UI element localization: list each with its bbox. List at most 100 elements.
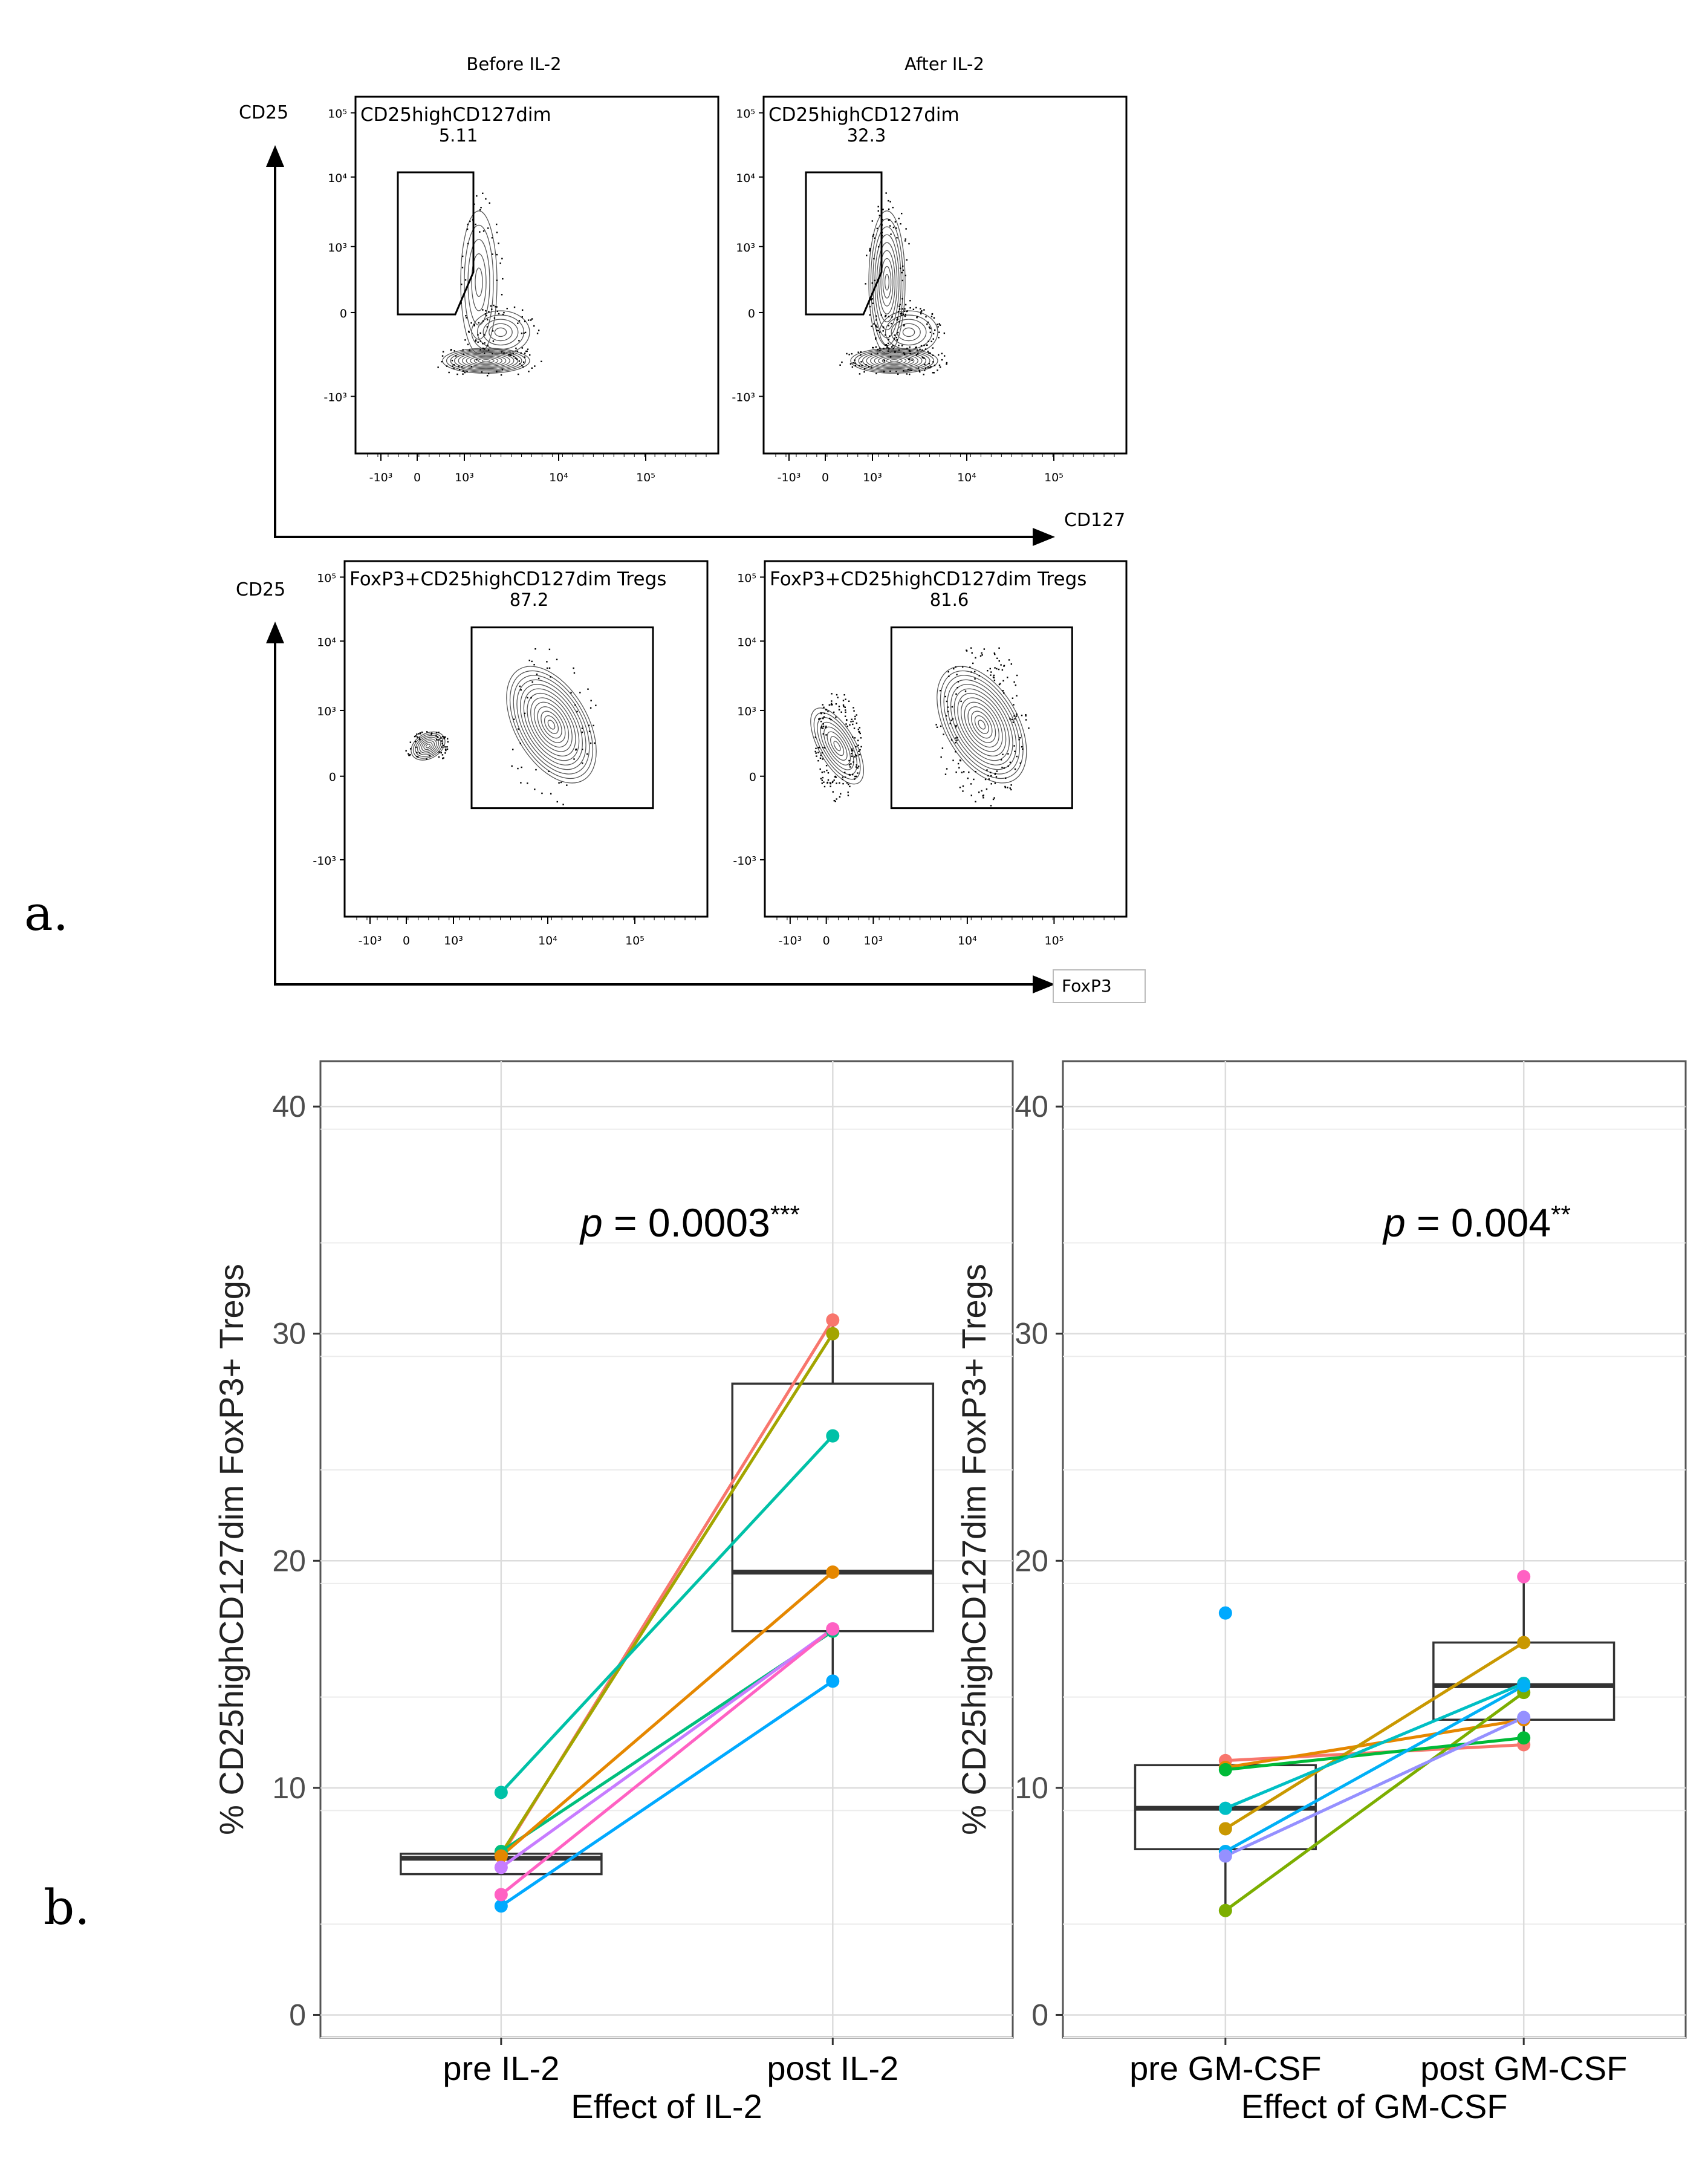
data-point-s7 — [494, 1861, 508, 1874]
flow-event-dot — [518, 360, 521, 362]
flow-contour — [423, 742, 433, 750]
flow-event-dot — [857, 729, 860, 730]
flow-event-dot — [467, 242, 469, 245]
flow-event-dot — [492, 330, 494, 332]
flow-event-dot — [884, 344, 886, 346]
flow-event-dot — [501, 258, 503, 259]
flow-event-dot — [920, 308, 921, 310]
flow-event-dot — [1001, 767, 1003, 769]
flow-event-dot — [821, 752, 823, 754]
flow-plot-frame — [762, 96, 1128, 455]
flow-contour — [868, 210, 906, 354]
flow-event-dot — [857, 772, 859, 774]
flow-event-dot — [849, 785, 851, 787]
flow-event-dot — [524, 320, 526, 322]
flow-event-dot — [1016, 755, 1018, 758]
flow-event-dot — [1021, 714, 1023, 717]
flow-event-dot — [1013, 715, 1015, 717]
flow-event-dot — [550, 676, 551, 678]
flow-event-dot — [414, 735, 416, 738]
flow-event-dot — [953, 668, 955, 670]
flow-event-dot — [878, 246, 880, 248]
flow-event-dot — [949, 723, 951, 724]
flow-event-dot — [829, 717, 831, 720]
flow-event-dot — [847, 791, 849, 793]
flow-event-dot — [518, 728, 519, 730]
flow-event-dot — [524, 712, 526, 715]
flow-event-dot — [441, 740, 443, 742]
flow-x-tick-label: 10³ — [864, 934, 883, 947]
flow-event-dot — [1009, 761, 1012, 764]
flow-event-dot — [845, 709, 846, 711]
p-value-text: = 0.0003 — [603, 1200, 770, 1245]
flow-contour — [940, 670, 1024, 779]
flow-event-dot — [534, 788, 536, 790]
flow-event-dot — [854, 737, 856, 739]
flow-x-tick-label: -10³ — [369, 471, 393, 484]
flow-event-dot — [484, 348, 486, 350]
flow-event-dot — [957, 681, 960, 683]
flow-event-dot — [482, 309, 484, 311]
flow-event-dot — [493, 304, 495, 307]
flow-contour — [419, 738, 437, 754]
flow-y-tick-label: 10⁴ — [736, 172, 755, 185]
flow-event-dot — [863, 368, 866, 370]
flow-event-dot — [479, 231, 481, 233]
flow-event-dot — [842, 700, 845, 701]
flow-event-dot — [871, 353, 872, 355]
flow-event-dot — [487, 349, 490, 351]
flow-event-dot — [451, 360, 453, 362]
flow-event-dot — [492, 353, 493, 355]
flow-event-dot — [464, 279, 467, 281]
flow-event-dot — [518, 373, 519, 375]
flow-event-dot — [579, 692, 581, 694]
flow-event-dot — [1009, 718, 1011, 720]
flow-gate-value: 32.3 — [847, 125, 886, 146]
flow-event-dot — [409, 748, 412, 750]
flow-event-dot — [912, 308, 915, 310]
flow-event-dot — [955, 737, 957, 739]
flow-event-dot — [1015, 684, 1017, 686]
flow-event-dot — [820, 720, 822, 723]
flow-event-dot — [987, 775, 989, 777]
flow-event-dot — [833, 799, 835, 802]
flow-event-dot — [524, 356, 526, 358]
flow-event-dot — [904, 275, 906, 276]
flow-event-dot — [502, 313, 504, 316]
flow-event-dot — [517, 767, 519, 770]
flow-event-dot — [902, 313, 904, 316]
data-point-s3 — [1218, 1822, 1232, 1836]
flow-event-dot — [548, 648, 551, 651]
flow-event-dot — [492, 340, 495, 342]
flow-event-dot — [958, 767, 960, 769]
flow-contour — [476, 314, 525, 350]
flow-event-dot — [845, 719, 848, 721]
flow-event-dot — [831, 700, 833, 702]
flow-event-dot — [510, 354, 512, 357]
flow-contour — [467, 239, 490, 326]
flow-contour — [421, 740, 435, 752]
flow-contour — [481, 359, 491, 363]
flow-event-dot — [850, 763, 852, 765]
data-point-s6 — [494, 1899, 508, 1913]
flow-event-dot — [860, 354, 862, 356]
flow-event-dot — [908, 358, 910, 360]
flow-contour — [530, 697, 573, 752]
flow-event-dot — [887, 342, 889, 345]
flow-event-dot — [473, 325, 475, 327]
flow-event-dot — [1010, 784, 1012, 786]
flow-contour — [937, 666, 1027, 784]
flow-event-dot — [888, 316, 890, 317]
flow-event-dot — [823, 781, 825, 783]
flow-event-dot — [920, 313, 922, 315]
flow-event-dot — [875, 324, 877, 327]
flow-event-dot — [894, 221, 897, 223]
flow-y-tick-label: -10³ — [323, 391, 347, 405]
flow-contour — [460, 210, 498, 354]
flow-event-dot — [426, 731, 428, 733]
flow-event-dot — [481, 371, 483, 373]
flow-event-dot — [441, 360, 443, 363]
flow-event-dot — [480, 207, 482, 209]
flow-contour — [947, 679, 1017, 770]
flow-event-dot — [458, 365, 460, 368]
